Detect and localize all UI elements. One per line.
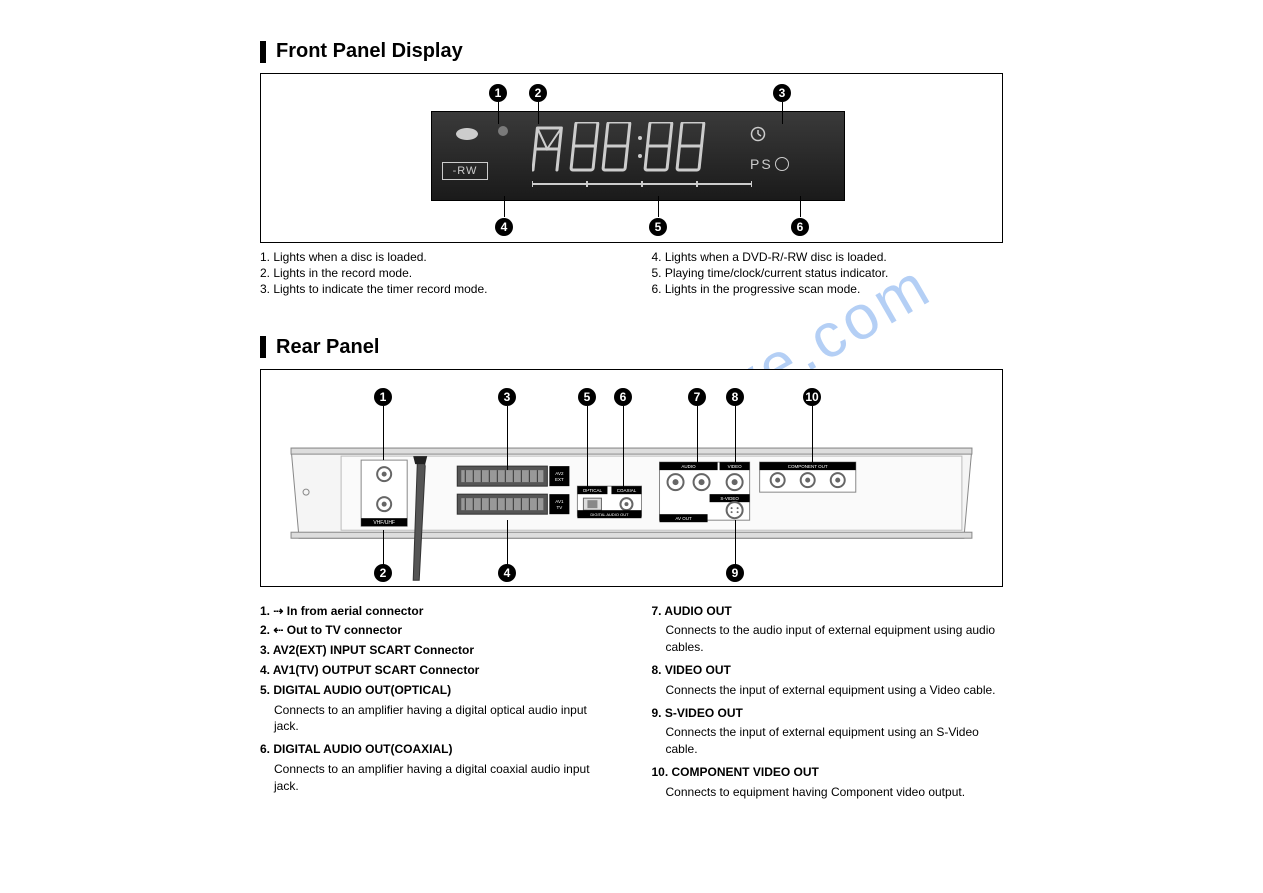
ps-indicator: PS	[750, 156, 789, 172]
callout-4: 4	[498, 564, 516, 582]
leader-line	[623, 406, 624, 490]
callout-9: 9	[726, 564, 744, 582]
progress-bar-icon	[532, 174, 752, 180]
desc-item: 4. AV1(TV) OUTPUT SCART Connector	[260, 662, 612, 679]
desc-item: Connects to an amplifier having a digita…	[274, 761, 612, 795]
rear-panel-title: Rear Panel	[276, 336, 379, 359]
rear-panel-figure: 1 3 5 6 7 8 10 2 4 9	[260, 369, 1003, 587]
desc-item: 2. ⇠ Out to TV connector	[260, 622, 612, 639]
ps-label: PS	[750, 156, 773, 172]
front-panel-notes: 1. Lights when a disc is loaded. 2. Ligh…	[260, 249, 1003, 298]
front-panel-heading: Front Panel Display	[260, 40, 1003, 63]
leader-line	[507, 520, 508, 565]
desc-item: 6. DIGITAL AUDIO OUT(COAXIAL)	[260, 741, 612, 758]
svg-text:AV1: AV1	[555, 499, 564, 504]
rear-desc-left: 1. ⇢ In from aerial connector 2. ⇠ Out to…	[260, 603, 612, 807]
front-notes-left: 1. Lights when a disc is loaded. 2. Ligh…	[260, 249, 612, 298]
leader-line	[504, 196, 505, 217]
desc-item: 8. VIDEO OUT	[652, 662, 1004, 679]
svg-text:VHF/UHF: VHF/UHF	[373, 520, 395, 526]
callout-7: 7	[688, 388, 706, 406]
callout-2: 2	[374, 564, 392, 582]
vhf-uhf-block: VHF/UHF	[361, 460, 407, 526]
callout-2: 2	[529, 84, 547, 102]
callout-10: 10	[803, 388, 821, 406]
heading-bar-icon	[260, 41, 266, 63]
front-notes-right: 4. Lights when a DVD-R/-RW disc is loade…	[652, 249, 1004, 298]
timer-clock-icon	[750, 126, 766, 142]
callout-6: 6	[614, 388, 632, 406]
svg-text:COMPONENT OUT: COMPONENT OUT	[788, 464, 828, 469]
leader-line	[383, 406, 384, 460]
callout-5: 5	[578, 388, 596, 406]
callout-8: 8	[726, 388, 744, 406]
heading-bar-icon	[260, 336, 266, 358]
leader-line	[507, 406, 508, 470]
desc-item: 1. ⇢ In from aerial connector	[260, 603, 612, 620]
leader-line	[658, 196, 659, 217]
leader-line	[782, 102, 783, 124]
rw-indicator: -RW	[442, 162, 488, 180]
leader-line	[697, 406, 698, 464]
disc-icon	[454, 126, 480, 142]
leader-line	[587, 406, 588, 490]
svg-text:OPTICAL: OPTICAL	[583, 488, 603, 493]
av-out-block: AUDIO VIDEO S-VIDEO AV OUT	[660, 462, 750, 522]
desc-item: Connects to equipment having Component v…	[666, 784, 1004, 801]
svg-text:VIDEO: VIDEO	[728, 464, 743, 469]
callout-1: 1	[489, 84, 507, 102]
desc-item: Connects the input of external equipment…	[666, 724, 1004, 758]
callout-3: 3	[773, 84, 791, 102]
desc-item: 3. AV2(EXT) INPUT SCART Connector	[260, 642, 612, 659]
svg-text:DIGITAL AUDIO OUT: DIGITAL AUDIO OUT	[590, 512, 629, 517]
callout-1: 1	[374, 388, 392, 406]
rear-panel-svg: VHF/UHF AV2 EXT	[261, 370, 1002, 588]
leader-line	[498, 102, 499, 124]
svg-text:EXT: EXT	[555, 477, 564, 482]
note-item: 1. Lights when a disc is loaded.	[260, 249, 612, 265]
note-item: 5. Playing time/clock/current status ind…	[652, 265, 1004, 281]
leader-line	[735, 406, 736, 464]
svg-text:AV2: AV2	[555, 471, 564, 476]
desc-item: Connects to the audio input of external …	[666, 622, 1004, 656]
rear-panel-heading: Rear Panel	[260, 336, 1003, 359]
svg-text:COAXIAL: COAXIAL	[617, 488, 637, 493]
desc-item: 9. S-VIDEO OUT	[652, 705, 1004, 722]
front-panel-title: Front Panel Display	[276, 40, 463, 63]
callout-5: 5	[649, 218, 667, 236]
desc-item: 7. AUDIO OUT	[652, 603, 1004, 620]
callout-3: 3	[498, 388, 516, 406]
digital-audio-out-block: OPTICAL COAXIAL DIGITAL AUDIO OUT	[577, 486, 641, 518]
desc-item: 10. COMPONENT VIDEO OUT	[652, 764, 1004, 781]
callout-6: 6	[791, 218, 809, 236]
note-item: 4. Lights when a DVD-R/-RW disc is loade…	[652, 249, 1004, 265]
svg-text:S-VIDEO: S-VIDEO	[720, 496, 739, 501]
desc-item: Connects the input of external equipment…	[666, 682, 1004, 699]
note-item: 3. Lights to indicate the timer record m…	[260, 281, 612, 297]
desc-item: Connects to an amplifier having a digita…	[274, 702, 612, 736]
record-dot-icon	[498, 126, 508, 136]
front-panel-figure: -RW	[260, 73, 1003, 243]
svg-text:AUDIO: AUDIO	[681, 464, 696, 469]
leader-line	[538, 102, 539, 124]
callout-4: 4	[495, 218, 513, 236]
svg-text:AV OUT: AV OUT	[675, 516, 692, 521]
leader-line	[735, 520, 736, 565]
note-item: 6. Lights in the progressive scan mode.	[652, 281, 1004, 297]
note-item: 2. Lights in the record mode.	[260, 265, 612, 281]
desc-item: 5. DIGITAL AUDIO OUT(OPTICAL)	[260, 682, 612, 699]
component-out-block: COMPONENT OUT	[760, 462, 856, 492]
seven-segment-display	[532, 122, 732, 176]
leader-line	[812, 406, 813, 464]
svg-text:TV: TV	[557, 505, 563, 510]
ps-ring-icon	[775, 157, 789, 171]
leader-line	[800, 196, 801, 217]
rear-panel-descriptions: 1. ⇢ In from aerial connector 2. ⇠ Out to…	[260, 603, 1003, 807]
leader-line	[383, 530, 384, 565]
vfd-display-panel: -RW	[431, 111, 845, 201]
rear-desc-right: 7. AUDIO OUT Connects to the audio input …	[652, 603, 1004, 807]
